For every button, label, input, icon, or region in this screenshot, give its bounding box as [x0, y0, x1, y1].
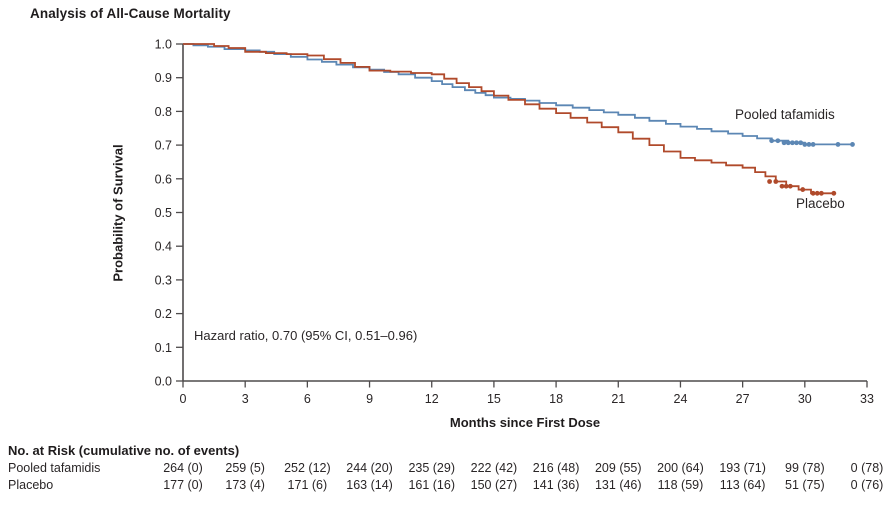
y-tick-label: 0.6 — [155, 172, 172, 186]
censor-mark-placebo — [767, 179, 772, 184]
y-tick-label: 0.2 — [155, 307, 172, 321]
censor-mark-placebo — [779, 183, 785, 189]
at-risk-value: 0 (76) — [850, 478, 884, 492]
at-risk-value: 222 (42) — [470, 461, 518, 475]
censor-mark-placebo — [814, 190, 820, 196]
y-tick-label: 0.4 — [155, 240, 172, 254]
at-risk-value: 171 (6) — [287, 478, 328, 492]
at-risk-value: 141 (36) — [532, 478, 580, 492]
y-tick-label: 0.3 — [155, 273, 172, 287]
censor-mark-pooled-tafamidis — [835, 142, 841, 147]
y-tick-label: 0.0 — [155, 375, 172, 389]
survival-curve-pooled-tafamidis — [183, 43, 853, 146]
at-risk-value: 177 (0) — [163, 478, 203, 492]
censor-mark-pooled-tafamidis — [802, 142, 808, 147]
at-risk-value: 209 (55) — [594, 461, 642, 475]
x-axis-label: Months since First Dose — [449, 415, 601, 430]
x-tick-label: 9 — [366, 392, 373, 406]
at-risk-value: 200 (64) — [657, 461, 704, 475]
at-risk-value: 235 (29) — [408, 461, 455, 475]
at-risk-value: 252 (12) — [284, 461, 331, 475]
censor-mark-placebo — [783, 183, 789, 189]
censor-mark-pooled-tafamidis — [775, 138, 781, 144]
censor-mark-pooled-tafamidis — [769, 138, 775, 144]
x-tick-label: 24 — [674, 392, 688, 406]
y-tick-label: 0.8 — [155, 105, 172, 119]
at-risk-value: 244 (20) — [346, 461, 393, 475]
x-tick-label: 15 — [487, 392, 501, 406]
at-risk-table-header: No. at Risk (cumulative no. of events) — [8, 443, 240, 458]
at-risk-value: 150 (27) — [470, 478, 518, 492]
x-tick-label: 33 — [860, 392, 874, 406]
at-risk-value: 0 (78) — [850, 461, 884, 475]
censor-mark-placebo — [800, 187, 806, 192]
hazard-ratio-annotation: Hazard ratio, 0.70 (95% CI, 0.51–0.96) — [194, 328, 418, 343]
at-risk-value: 216 (48) — [532, 461, 580, 475]
y-tick-label: 0.1 — [155, 341, 172, 355]
at-risk-value: 113 (64) — [719, 478, 766, 492]
at-risk-row-label-pooled-tafamidis: Pooled tafamidis — [8, 461, 101, 475]
censor-mark-pooled-tafamidis — [810, 142, 816, 147]
censor-mark-pooled-tafamidis — [794, 140, 799, 146]
x-tick-label: 3 — [242, 392, 249, 406]
x-tick-label: 18 — [549, 392, 563, 406]
at-risk-value: 173 (4) — [225, 478, 265, 492]
x-tick-label: 21 — [611, 392, 625, 406]
at-risk-value: 193 (71) — [719, 461, 766, 475]
censor-mark-pooled-tafamidis — [798, 140, 804, 146]
censor-mark-pooled-tafamidis — [785, 140, 791, 146]
y-tick-label: 0.5 — [155, 206, 172, 220]
x-tick-label: 27 — [736, 392, 750, 406]
x-tick-label: 30 — [798, 392, 812, 406]
at-risk-row-label-placebo: Placebo — [8, 478, 54, 492]
at-risk-value: 118 (59) — [657, 478, 704, 492]
at-risk-value: 161 (16) — [408, 478, 455, 492]
censor-mark-pooled-tafamidis — [781, 140, 787, 146]
y-axis-label: Probability of Survival — [110, 144, 126, 282]
at-risk-value: 99 (78) — [785, 461, 825, 475]
censor-mark-pooled-tafamidis — [789, 140, 795, 146]
at-risk-value: 51 (75) — [785, 478, 825, 492]
x-tick-label: 0 — [180, 392, 187, 406]
censor-mark-placebo — [831, 190, 837, 196]
censor-mark-pooled-tafamidis — [806, 142, 812, 147]
curve-label-placebo: Placebo — [796, 196, 845, 211]
survival-chart-svg: 1.0 0.9 0.8 0.7 0.6 0.5 0.4 0.3 0.2 0.1 0.0 0 3 6 9 12 1… — [155, 38, 874, 407]
y-tick-label: 0.9 — [155, 71, 172, 85]
curve-label-pooled-tafamidis: Pooled tafamidis — [735, 107, 835, 122]
censor-mark-placebo — [773, 179, 779, 184]
y-tick-label: 1.0 — [155, 38, 172, 52]
censor-mark-placebo — [787, 183, 793, 189]
censor-mark-placebo — [819, 190, 824, 196]
at-risk-value: 131 (46) — [594, 478, 642, 492]
x-tick-label: 6 — [304, 392, 311, 406]
y-tick-label: 0.7 — [155, 139, 172, 153]
at-risk-value: 264 (0) — [163, 461, 203, 475]
censor-mark-placebo — [810, 190, 816, 196]
at-risk-value: 259 (5) — [225, 461, 265, 475]
censor-mark-pooled-tafamidis — [850, 142, 855, 147]
chart-title: Analysis of All-Cause Mortality — [30, 6, 231, 21]
survival-curve-placebo — [183, 43, 834, 195]
x-tick-label: 12 — [425, 392, 439, 406]
at-risk-value: 163 (14) — [346, 478, 393, 492]
